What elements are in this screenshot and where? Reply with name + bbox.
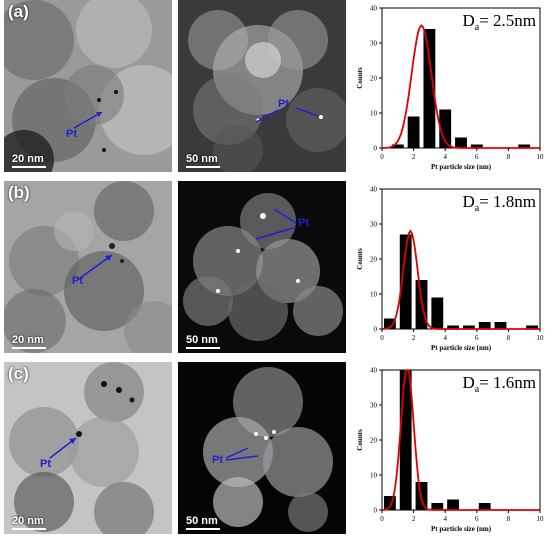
- y-tick-label: 10: [370, 110, 378, 118]
- x-tick-label: 10: [537, 334, 545, 342]
- x-tick-label: 6: [475, 515, 479, 523]
- pt-label: Pt: [72, 275, 83, 287]
- pt-label: Pt: [40, 458, 51, 470]
- y-tick-label: 30: [370, 40, 378, 48]
- scale-bar: 50 nm: [186, 515, 220, 530]
- x-tick-label: 6: [475, 334, 479, 342]
- stem-image-b: Pt 50 nm: [178, 181, 346, 353]
- y-tick-label: 30: [370, 221, 378, 229]
- stem-pt-label: Pt: [278, 98, 289, 110]
- y-tick-label: 0: [374, 507, 378, 515]
- mean-diameter-label: Da= 1.6nm: [462, 373, 536, 395]
- histogram-bar: [439, 109, 452, 148]
- x-tick-label: 8: [507, 334, 511, 342]
- histogram-bar: [423, 29, 436, 148]
- histogram-bar: [407, 116, 420, 148]
- x-axis-label: Pt particle size (nm): [431, 163, 492, 171]
- x-axis-label: Pt particle size (nm): [431, 525, 492, 533]
- y-tick-label: 40: [370, 186, 378, 194]
- y-tick-label: 0: [374, 145, 378, 153]
- x-tick-label: 4: [443, 334, 447, 342]
- panel-tag: (c): [8, 364, 29, 383]
- tem-image-c: (c) Pt 20 nm: [4, 362, 172, 534]
- histogram-bar: [431, 503, 444, 510]
- y-tick-label: 40: [370, 5, 378, 13]
- x-tick-label: 0: [380, 515, 384, 523]
- y-tick-label: 20: [370, 437, 378, 445]
- scale-bar: 20 nm: [12, 515, 46, 530]
- panel-tag: (a): [8, 2, 29, 21]
- histogram-c: 0 2 4 6 8 10 0 10 20 30 40 Pt particle size (nm) Cou…: [352, 362, 550, 534]
- mean-diameter-label: Da= 1.8nm: [462, 192, 536, 214]
- x-tick-label: 0: [380, 334, 384, 342]
- histogram-bar: [518, 144, 531, 148]
- x-tick-label: 4: [443, 153, 447, 161]
- y-tick-label: 20: [370, 75, 378, 83]
- histogram-bar: [447, 325, 460, 329]
- x-tick-label: 2: [412, 334, 416, 342]
- tem-image-b: (b) Pt 20 nm: [4, 181, 172, 353]
- histogram-bar: [431, 297, 444, 329]
- histogram-bar: [478, 503, 491, 510]
- gaussian-fit-line: [381, 24, 540, 149]
- gaussian-fit-line: [381, 229, 540, 330]
- y-axis-label: Counts: [356, 248, 364, 270]
- histogram-bar: [526, 325, 539, 329]
- pt-label: Pt: [66, 128, 77, 140]
- histogram-bar: [478, 322, 491, 329]
- histogram-bar: [383, 318, 396, 329]
- y-axis-label: Counts: [356, 67, 364, 89]
- histogram-a: 0 2 4 6 8 10 0 10 20 30 40 Pt particle size (nm) Cou…: [352, 0, 550, 172]
- x-tick-label: 0: [380, 153, 384, 161]
- y-tick-label: 40: [370, 367, 378, 375]
- x-tick-label: 8: [507, 515, 511, 523]
- x-tick-label: 10: [537, 515, 545, 523]
- histogram-bar: [462, 325, 475, 329]
- y-tick-label: 20: [370, 256, 378, 264]
- panel-row-c: (c) Pt 20 nm Pt 50 nm 0 2 4 6 8 10 0 10 20 30 40 Pt…: [0, 362, 550, 534]
- tem-image-a: (a) Pt 20 nm: [4, 0, 172, 172]
- scale-bar: 50 nm: [186, 334, 220, 349]
- y-axis-label: Counts: [356, 429, 364, 451]
- x-tick-label: 6: [475, 153, 479, 161]
- panel-tag: (b): [8, 183, 30, 202]
- histogram-bar: [383, 496, 396, 510]
- x-tick-label: 2: [412, 515, 416, 523]
- stem-pt-label: Pt: [298, 217, 309, 229]
- scale-bar: 20 nm: [12, 153, 46, 168]
- y-tick-label: 10: [370, 472, 378, 480]
- x-tick-label: 2: [412, 153, 416, 161]
- stem-pt-label: Pt: [212, 454, 223, 466]
- scale-bar: 50 nm: [186, 153, 220, 168]
- panel-row-a: (a) Pt 20 nm Pt 50 nm 0 2 4 6 8 10 0 10 20 30 40 Pt…: [0, 0, 550, 172]
- histogram-b: 0 2 4 6 8 10 0 10 20 30 40 Pt particle size (nm) Cou…: [352, 181, 550, 353]
- y-tick-label: 10: [370, 291, 378, 299]
- histogram-bar: [494, 322, 507, 329]
- histogram-bar: [447, 499, 460, 510]
- panel-row-b: (b) Pt 20 nm Pt 50 nm 0 2 4 6 8 10 0 10 20 30 40 Pt…: [0, 181, 550, 353]
- histogram-bar: [399, 234, 412, 329]
- y-tick-label: 30: [370, 402, 378, 410]
- x-tick-label: 4: [443, 515, 447, 523]
- x-axis-label: Pt particle size (nm): [431, 344, 492, 352]
- histogram-bar: [399, 370, 412, 510]
- x-tick-label: 8: [507, 153, 511, 161]
- histogram-bar: [470, 144, 483, 148]
- x-tick-label: 10: [537, 153, 545, 161]
- scale-bar: 20 nm: [12, 334, 46, 349]
- histogram-bar: [455, 137, 467, 148]
- gaussian-fit-line: [381, 368, 540, 511]
- mean-diameter-label: Da= 2.5nm: [462, 11, 536, 33]
- histogram-bar: [391, 144, 404, 148]
- stem-image-a: Pt 50 nm: [178, 0, 346, 172]
- y-tick-label: 0: [374, 326, 378, 334]
- stem-image-c: Pt 50 nm: [178, 362, 346, 534]
